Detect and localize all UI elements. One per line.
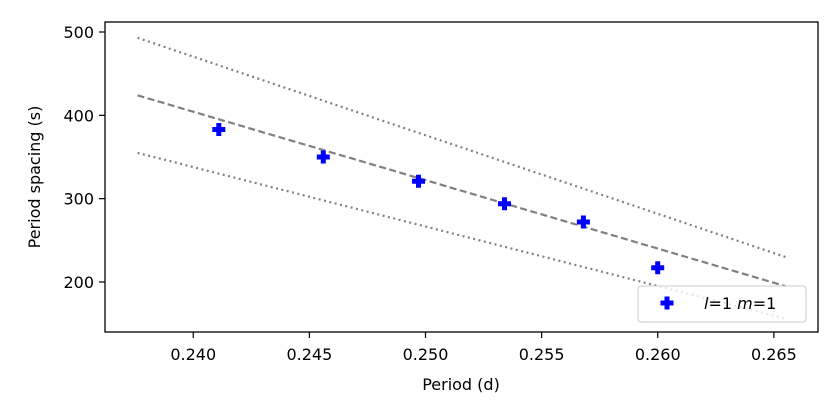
data-point [412,174,425,188]
y-ticks: 200 300 400 500 [63,23,105,292]
y-tick-label: 400 [63,106,94,125]
legend-m-symbol: m [737,294,753,313]
data-point [212,123,226,136]
y-tick-label: 500 [63,23,94,42]
x-tick-label: 0.260 [635,345,681,364]
legend-label: l=1 m=1 [704,294,776,313]
y-tick-label: 300 [63,190,94,209]
data-point [498,197,511,211]
legend-l-value: =1 [708,294,732,313]
x-tick-label: 0.265 [751,345,797,364]
fit-line [137,94,786,288]
y-axis-title: Period spacing (s) [25,106,44,249]
x-axis-title: Period (d) [422,375,500,394]
upper-bound-line [137,36,786,259]
legend-m-value: =1 [753,294,777,313]
x-tick-label: 0.255 [519,345,565,364]
x-ticks: 0.240 0.245 0.250 0.255 0.260 0.265 [170,332,797,364]
lines-layer [137,36,786,320]
legend: l=1 m=1 [637,285,807,323]
points-layer [212,123,665,275]
legend-marker [660,296,674,310]
data-point [651,261,665,275]
legend-l-symbol: l [704,294,709,313]
y-tick-label: 200 [63,273,94,292]
legend-box [637,285,807,323]
plot-frame [104,21,819,333]
data-point [316,150,330,164]
x-tick-label: 0.240 [170,345,216,364]
x-tick-label: 0.250 [403,345,449,364]
data-point [576,215,590,229]
x-tick-label: 0.245 [286,345,332,364]
